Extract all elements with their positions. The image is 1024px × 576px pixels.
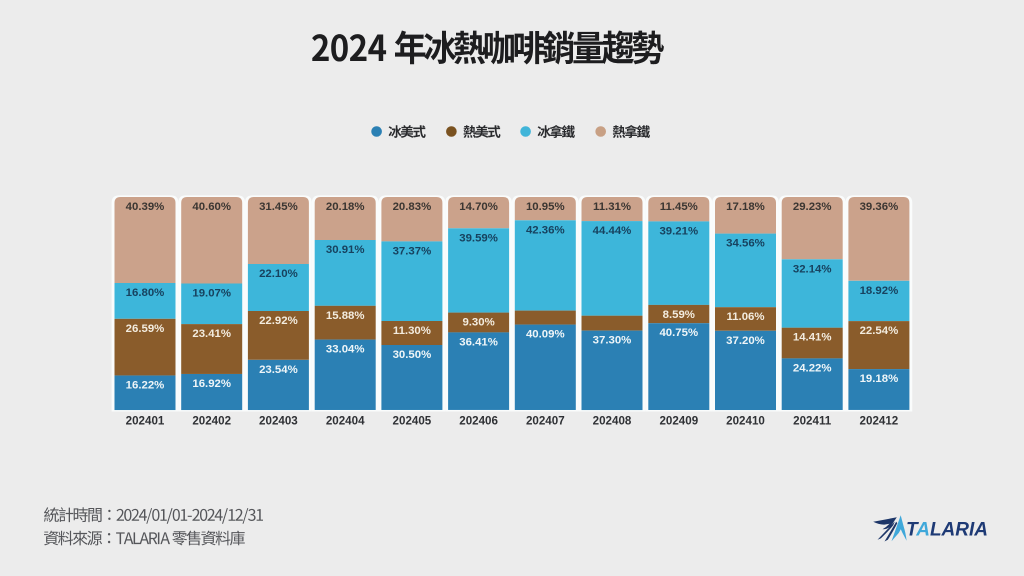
svg-text:202403: 202403 <box>259 415 298 428</box>
svg-text:8.59%: 8.59% <box>663 309 695 321</box>
svg-text:202408: 202408 <box>593 415 632 428</box>
svg-text:202401: 202401 <box>126 415 165 428</box>
svg-text:44.44%: 44.44% <box>593 225 632 237</box>
svg-text:39.21%: 39.21% <box>659 225 698 237</box>
svg-text:202404: 202404 <box>326 415 365 428</box>
svg-text:202405: 202405 <box>393 415 432 428</box>
svg-text:37.20%: 37.20% <box>726 335 765 347</box>
svg-text:11.06%: 11.06% <box>726 311 764 323</box>
svg-text:23.54%: 23.54% <box>259 364 298 376</box>
svg-text:34.56%: 34.56% <box>726 238 765 250</box>
svg-text:202412: 202412 <box>860 415 899 428</box>
svg-text:202407: 202407 <box>526 415 565 428</box>
svg-text:10.95%: 10.95% <box>526 201 565 213</box>
svg-text:202406: 202406 <box>459 415 498 428</box>
svg-text:23.41%: 23.41% <box>192 328 231 340</box>
svg-text:22.54%: 22.54% <box>860 325 899 337</box>
svg-text:20.18%: 20.18% <box>326 201 365 213</box>
svg-text:11.45%: 11.45% <box>660 201 698 213</box>
svg-text:40.75%: 40.75% <box>659 327 698 339</box>
svg-text:40.60%: 40.60% <box>192 201 231 213</box>
svg-text:20.83%: 20.83% <box>393 201 432 213</box>
svg-text:42.36%: 42.36% <box>526 224 565 236</box>
svg-text:202402: 202402 <box>192 415 231 428</box>
svg-text:11.31%: 11.31% <box>593 201 631 213</box>
svg-text:22.10%: 22.10% <box>259 268 298 280</box>
svg-text:TALARIA: TALARIA <box>906 520 988 541</box>
svg-text:9.30%: 9.30% <box>462 317 494 329</box>
svg-text:36.41%: 36.41% <box>459 336 498 348</box>
svg-text:14.70%: 14.70% <box>459 201 498 213</box>
svg-text:17.18%: 17.18% <box>726 201 765 213</box>
svg-text:37.30%: 37.30% <box>593 335 632 347</box>
svg-text:19.07%: 19.07% <box>192 288 231 300</box>
svg-text:30.50%: 30.50% <box>393 349 432 361</box>
svg-text:14.41%: 14.41% <box>793 332 832 344</box>
svg-text:24.22%: 24.22% <box>793 362 832 374</box>
svg-text:39.59%: 39.59% <box>459 232 498 244</box>
svg-text:22.92%: 22.92% <box>259 315 298 327</box>
svg-text:16.80%: 16.80% <box>126 287 165 299</box>
svg-text:11.30%: 11.30% <box>393 325 431 337</box>
svg-text:30.91%: 30.91% <box>326 244 365 256</box>
svg-text:33.04%: 33.04% <box>326 344 365 356</box>
svg-text:15.88%: 15.88% <box>326 310 365 322</box>
svg-text:16.92%: 16.92% <box>192 378 231 390</box>
svg-text:18.92%: 18.92% <box>860 285 899 297</box>
svg-text:29.23%: 29.23% <box>793 201 832 213</box>
svg-text:39.36%: 39.36% <box>860 201 899 213</box>
svg-text:202409: 202409 <box>659 415 698 428</box>
svg-text:26.59%: 26.59% <box>126 323 165 335</box>
svg-text:37.37%: 37.37% <box>393 245 432 257</box>
svg-text:202410: 202410 <box>726 415 765 428</box>
svg-text:202411: 202411 <box>793 415 832 428</box>
svg-text:40.09%: 40.09% <box>526 329 565 341</box>
svg-text:31.45%: 31.45% <box>259 201 298 213</box>
svg-text:32.14%: 32.14% <box>793 263 832 275</box>
svg-text:40.39%: 40.39% <box>126 201 165 213</box>
svg-text:16.22%: 16.22% <box>126 380 165 392</box>
svg-text:19.18%: 19.18% <box>860 373 899 385</box>
